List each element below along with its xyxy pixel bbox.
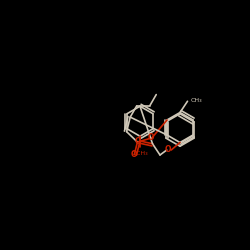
Text: O: O [147,134,154,142]
Text: O: O [131,150,138,159]
Text: O: O [165,146,172,154]
Text: O: O [134,137,141,146]
Text: CH₃: CH₃ [190,98,202,102]
Text: OCH₃: OCH₃ [132,151,148,156]
